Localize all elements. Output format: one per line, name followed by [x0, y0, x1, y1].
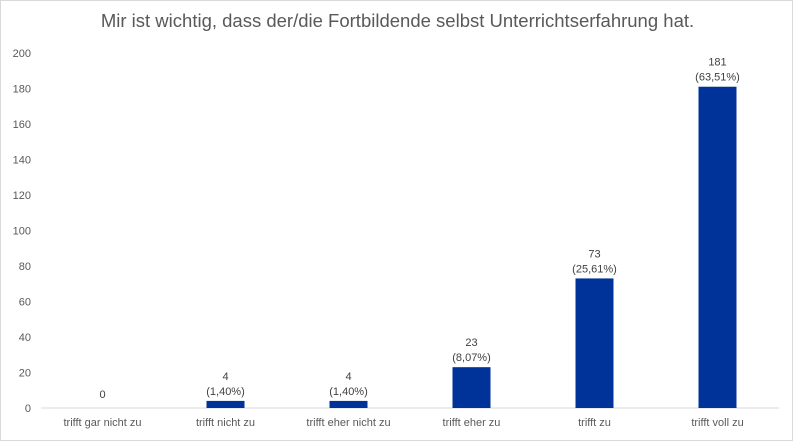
y-tick-label: 0 [25, 403, 31, 415]
x-tick-label: trifft eher zu [443, 417, 501, 429]
x-tick-label: trifft gar nicht zu [63, 417, 141, 429]
data-label-percent: (25,61%) [572, 263, 617, 275]
bar [452, 367, 491, 408]
chart-title: Mir ist wichtig, dass der/die Fortbilden… [100, 10, 695, 31]
bar [575, 278, 614, 408]
x-tick-label: trifft voll zu [691, 417, 743, 429]
data-label-percent: (63,51%) [695, 72, 740, 84]
data-label-value: 0 [99, 389, 105, 401]
x-tick-label: trifft zu [578, 417, 611, 429]
y-tick-label: 20 [19, 368, 31, 380]
bar [329, 400, 368, 408]
y-tick-label: 160 [13, 119, 31, 131]
x-tick-label: trifft nicht zu [196, 417, 255, 429]
data-label-value: 4 [222, 371, 228, 383]
x-tick-label: trifft eher nicht zu [306, 417, 390, 429]
y-tick-label: 120 [13, 190, 31, 202]
y-tick-label: 80 [19, 261, 31, 273]
data-label-value: 73 [588, 248, 600, 260]
data-label-value: 23 [465, 337, 477, 349]
bar [698, 86, 737, 408]
data-label-value: 181 [708, 57, 726, 69]
y-tick-label: 200 [13, 48, 31, 60]
y-tick-label: 140 [13, 155, 31, 167]
data-label-value: 4 [345, 371, 351, 383]
y-tick-label: 180 [13, 84, 31, 96]
bar [206, 400, 245, 408]
data-label-percent: (1,40%) [206, 386, 245, 398]
y-tick-label: 40 [19, 332, 31, 344]
data-label-percent: (8,07%) [452, 352, 491, 364]
y-tick-label: 100 [13, 226, 31, 238]
data-label-percent: (1,40%) [329, 386, 368, 398]
y-tick-label: 60 [19, 297, 31, 309]
